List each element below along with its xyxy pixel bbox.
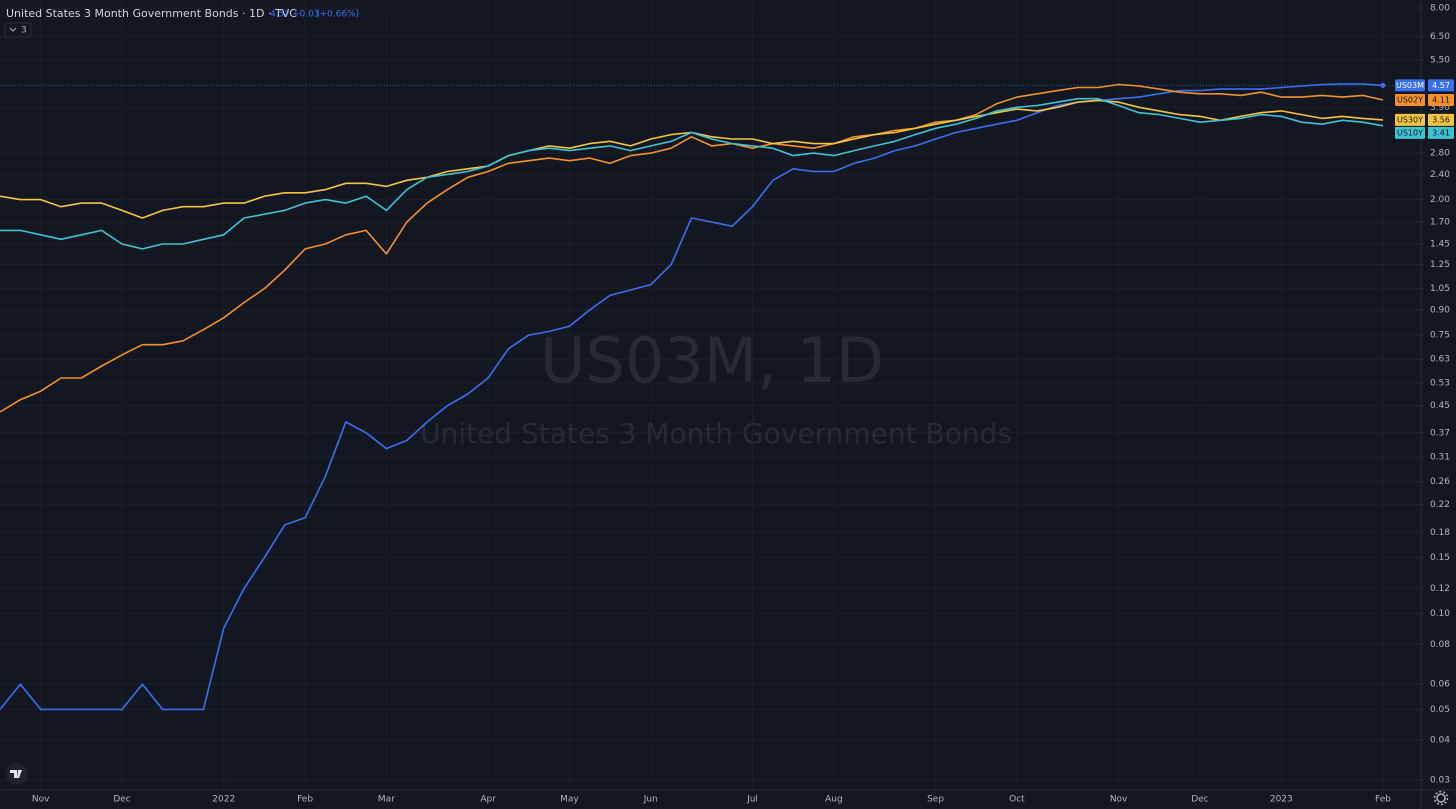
y-tick-label: 0.18: [1430, 528, 1450, 538]
y-tick-label: 0.45: [1430, 401, 1450, 411]
y-tick-label: 0.08: [1430, 640, 1450, 650]
x-tick-label: 2023: [1270, 795, 1293, 805]
x-tick-label: Nov: [1110, 795, 1128, 805]
y-tick-label: 0.10: [1430, 609, 1450, 619]
legend-entry: US03M: [1396, 81, 1424, 90]
header-price: 4.57: [270, 10, 290, 20]
x-tick-label: Aug: [825, 795, 843, 805]
gear-ring: [1436, 793, 1446, 803]
x-tick-label: Nov: [32, 795, 50, 805]
y-tick-label: 6.50: [1430, 32, 1450, 42]
x-tick-label: Mar: [378, 795, 395, 805]
y-tick-label: 0.03: [1430, 776, 1450, 786]
x-tick-label: May: [560, 795, 579, 805]
x-tick-label: Apr: [480, 795, 496, 805]
value-label: 4.57: [1432, 81, 1450, 90]
y-tick-label: 0.75: [1430, 331, 1450, 341]
y-tick-label: 0.06: [1430, 680, 1450, 690]
axis: 8.00 6.50 5.50 3.90 2.80 2.40 2.00 1.70 1.45 1.25…: [32, 4, 1454, 805]
grid: [0, 0, 1421, 790]
value-badge: [1428, 94, 1454, 107]
header-change: +0.03: [292, 10, 320, 20]
legend-badge: [1395, 113, 1425, 126]
x-tick-label: Feb: [1375, 795, 1391, 805]
last-point: [1380, 82, 1386, 88]
x-tick-label: 2022: [212, 795, 235, 805]
y-tick-label: 0.26: [1430, 477, 1450, 487]
value-label: 4.11: [1432, 96, 1450, 105]
series-line: [0, 97, 1384, 250]
y-tick-label: 5.50: [1430, 55, 1450, 65]
settings-icon[interactable]: [1433, 790, 1449, 806]
y-tick-label: 0.05: [1430, 705, 1450, 715]
legend-entry: US02Y: [1397, 96, 1423, 105]
y-tick-label: 0.53: [1430, 379, 1450, 389]
y-tick-label: 0.15: [1430, 553, 1450, 563]
value-badge: [1428, 126, 1454, 139]
value-badge: [1428, 79, 1454, 92]
lines: [0, 82, 1421, 711]
legend-badge: [1395, 94, 1425, 107]
series-line: [0, 83, 1384, 413]
y-tick-label: 2.40: [1430, 170, 1450, 180]
x-tick-label: Sep: [927, 795, 944, 805]
y-tick-label: 1.25: [1430, 260, 1450, 270]
series-line: [0, 83, 1384, 711]
y-tick-label: 3.90: [1430, 103, 1450, 113]
x-tick-label: Oct: [1009, 795, 1025, 805]
indicators-toggle[interactable]: [4, 22, 32, 38]
x-tick-label: Feb: [297, 795, 313, 805]
value-label: 3.56: [1432, 115, 1450, 124]
x-tick-label: Dec: [113, 795, 130, 805]
y-tick-label: 1.70: [1430, 218, 1450, 228]
logo-mark: [10, 770, 22, 778]
tv-logo[interactable]: [6, 763, 28, 785]
gear-teeth: [1433, 790, 1449, 806]
y-tick-label: 0.37: [1430, 428, 1450, 438]
y-tick-label: 1.05: [1430, 284, 1450, 294]
legend-badge: [1395, 79, 1425, 92]
header-change-pct: (+0.66%): [316, 10, 359, 20]
legend-entry: US10Y: [1397, 128, 1423, 137]
value-badge: [1428, 113, 1454, 126]
y-tick-label: 2.00: [1430, 195, 1450, 205]
value-label: 3.41: [1432, 128, 1450, 137]
y-tick-label: 0.90: [1430, 305, 1450, 315]
y-tick-label: 0.12: [1430, 584, 1450, 594]
x-tick-label: Dec: [1191, 795, 1208, 805]
y-tick-label: 0.31: [1430, 453, 1450, 463]
legend-badge: [1395, 126, 1425, 139]
x-tick-label: Jun: [643, 795, 658, 805]
watermark-symbol: US03M, 1D: [540, 324, 884, 397]
legend-entry: US30Y: [1397, 115, 1423, 124]
y-tick-label: 0.04: [1430, 736, 1450, 746]
indicators-count: 3: [21, 26, 27, 36]
y-tick-label: 8.00: [1430, 4, 1450, 14]
y-tick-label: 0.63: [1430, 355, 1450, 365]
header-title: United States 3 Month Government Bonds ·…: [6, 7, 297, 20]
watermark-description: United States 3 Month Government Bonds: [420, 417, 1012, 450]
y-tick-label: 2.80: [1430, 149, 1450, 159]
y-tick-label: 1.45: [1430, 240, 1450, 250]
chevron-icon: [9, 27, 17, 32]
y-tick-label: 0.22: [1430, 500, 1450, 510]
x-tick-label: Jul: [746, 795, 758, 805]
